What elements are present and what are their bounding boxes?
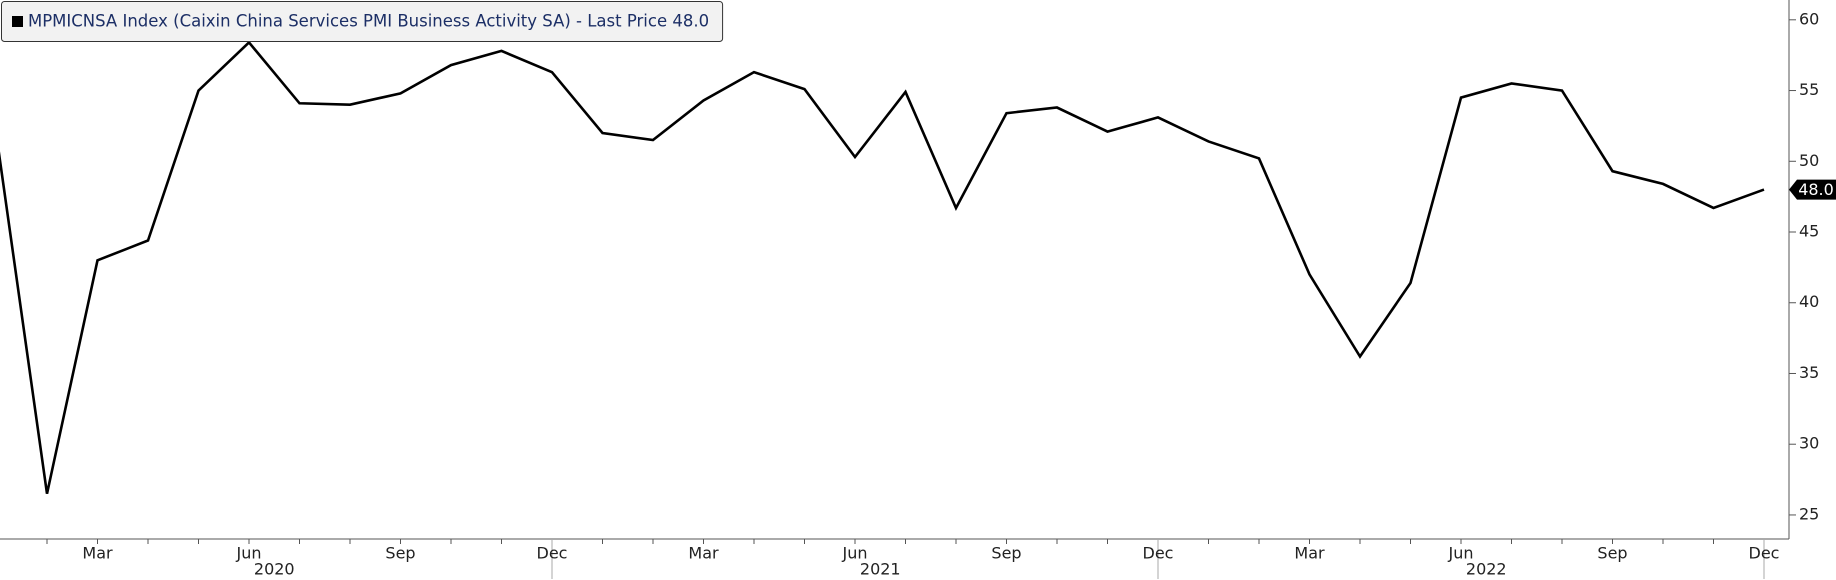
- y-tick-label: 25: [1799, 504, 1819, 523]
- y-tick-label: 45: [1799, 222, 1819, 241]
- legend: MPMICNSA Index (Caixin China Services PM…: [1, 1, 724, 42]
- x-tick-label: Jun: [1448, 544, 1474, 563]
- x-year-label: 2022: [1466, 560, 1507, 579]
- x-tick-label: Sep: [385, 544, 415, 563]
- x-year-label: 2021: [860, 560, 901, 579]
- y-tick-label: 60: [1799, 9, 1819, 28]
- x-year-label: 2020: [254, 560, 295, 579]
- x-tick-label: Mar: [82, 544, 113, 563]
- x-tick-label: Jun: [842, 544, 868, 563]
- x-tick-label: Dec: [1749, 544, 1780, 563]
- x-tick-label: Mar: [1294, 544, 1325, 563]
- legend-swatch: [12, 16, 23, 27]
- y-tick-label: 50: [1799, 151, 1819, 170]
- y-tick-label: 40: [1799, 292, 1819, 311]
- y-tick-label: 30: [1799, 434, 1819, 453]
- y-tick-label: 35: [1799, 363, 1819, 382]
- line-series: [0, 40, 1765, 495]
- y-tick-label: 55: [1799, 80, 1819, 99]
- last-price-tag: [1789, 179, 1836, 200]
- legend-label: MPMICNSA Index (Caixin China Services PM…: [28, 12, 709, 31]
- x-tick-label: Sep: [1597, 544, 1627, 563]
- x-tick-label: Dec: [537, 544, 568, 563]
- legend-box: [1, 1, 724, 42]
- last-price-label: 48.0: [1798, 180, 1834, 199]
- x-tick-label: Mar: [688, 544, 719, 563]
- x-tick-label: Sep: [991, 544, 1021, 563]
- x-tick-label: Dec: [1143, 544, 1174, 563]
- x-tick-label: Jun: [236, 544, 262, 563]
